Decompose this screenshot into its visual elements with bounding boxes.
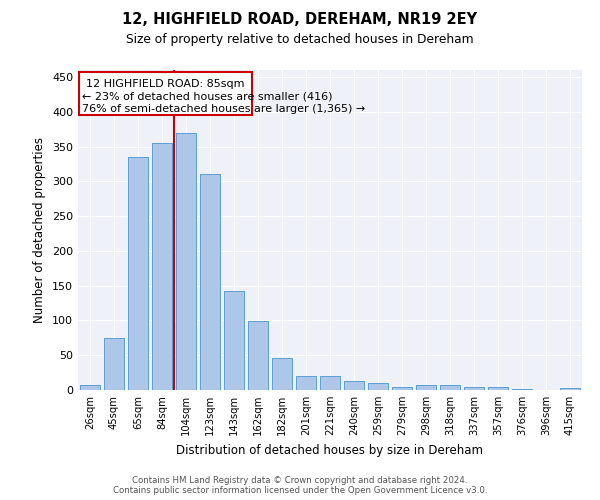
X-axis label: Distribution of detached houses by size in Dereham: Distribution of detached houses by size …: [176, 444, 484, 456]
Text: 12 HIGHFIELD ROAD: 85sqm: 12 HIGHFIELD ROAD: 85sqm: [86, 79, 245, 89]
Bar: [152, 143, 172, 390]
Bar: [416, 385, 436, 390]
Bar: [200, 174, 220, 390]
Bar: [464, 386, 484, 390]
Bar: [512, 388, 532, 390]
Bar: [488, 387, 508, 390]
Bar: [79, 72, 252, 115]
Bar: [176, 132, 196, 390]
Text: Size of property relative to detached houses in Dereham: Size of property relative to detached ho…: [126, 32, 474, 46]
Bar: [272, 358, 292, 390]
Bar: [296, 376, 316, 390]
Bar: [368, 383, 388, 390]
Bar: [344, 381, 364, 390]
Text: ← 23% of detached houses are smaller (416): ← 23% of detached houses are smaller (41…: [82, 92, 332, 102]
Bar: [104, 338, 124, 390]
Bar: [248, 321, 268, 390]
Bar: [392, 387, 412, 390]
Bar: [128, 157, 148, 390]
Bar: [320, 376, 340, 390]
Text: 76% of semi-detached houses are larger (1,365) →: 76% of semi-detached houses are larger (…: [82, 104, 365, 114]
Text: Contains public sector information licensed under the Open Government Licence v3: Contains public sector information licen…: [113, 486, 487, 495]
Bar: [80, 385, 100, 390]
Bar: [440, 385, 460, 390]
Bar: [224, 290, 244, 390]
Text: 12, HIGHFIELD ROAD, DEREHAM, NR19 2EY: 12, HIGHFIELD ROAD, DEREHAM, NR19 2EY: [122, 12, 478, 28]
Bar: [560, 388, 580, 390]
Text: Contains HM Land Registry data © Crown copyright and database right 2024.: Contains HM Land Registry data © Crown c…: [132, 476, 468, 485]
Y-axis label: Number of detached properties: Number of detached properties: [34, 137, 46, 323]
